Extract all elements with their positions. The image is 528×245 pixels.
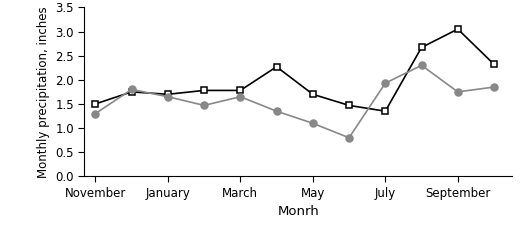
Durango <box>201 104 208 107</box>
Silverton <box>201 89 208 92</box>
Durango <box>491 86 497 88</box>
Silverton <box>237 89 243 92</box>
Line: Durango: Durango <box>92 62 497 141</box>
Silverton <box>128 90 135 93</box>
Silverton <box>309 93 316 96</box>
Durango <box>128 88 135 91</box>
Durango <box>165 95 171 98</box>
Durango <box>418 64 425 67</box>
Silverton <box>455 28 461 31</box>
Y-axis label: Monthly precipitation, inches: Monthly precipitation, inches <box>37 6 50 178</box>
Durango <box>237 95 243 98</box>
Silverton <box>346 104 352 107</box>
Silverton <box>491 63 497 66</box>
Durango <box>455 90 461 93</box>
Silverton <box>274 65 280 68</box>
Durango <box>382 82 389 85</box>
Durango <box>274 110 280 113</box>
Silverton <box>165 93 171 96</box>
Durango <box>346 136 352 139</box>
Durango <box>309 122 316 125</box>
X-axis label: Monrh: Monrh <box>277 205 319 218</box>
Silverton <box>418 46 425 49</box>
Silverton <box>92 102 99 105</box>
Durango <box>92 112 99 115</box>
Silverton <box>382 110 389 113</box>
Line: Silverton: Silverton <box>92 26 497 115</box>
